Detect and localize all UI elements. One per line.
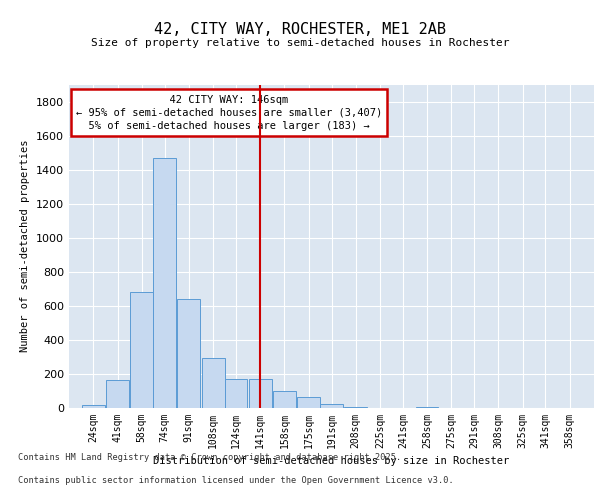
Bar (153, 158, 176, 408)
Text: Contains public sector information licensed under the Open Government Licence v3: Contains public sector information licen… (18, 476, 454, 485)
Bar (344, 406, 367, 408)
Text: Size of property relative to semi-detached houses in Rochester: Size of property relative to semi-detach… (91, 38, 509, 48)
Bar (202, 358, 224, 408)
Bar (224, 378, 247, 408)
Y-axis label: Number of semi-detached properties: Number of semi-detached properties (20, 140, 31, 352)
Bar (416, 406, 439, 408)
Text: 42, CITY WAY, ROCHESTER, ME1 2AB: 42, CITY WAY, ROCHESTER, ME1 2AB (154, 22, 446, 38)
Text: Contains HM Land Registry data © Crown copyright and database right 2025.: Contains HM Land Registry data © Crown c… (18, 454, 401, 462)
Bar (249, 378, 272, 408)
X-axis label: Distribution of semi-detached houses by size in Rochester: Distribution of semi-detached houses by … (154, 456, 509, 466)
Bar (297, 398, 320, 407)
Bar (130, 292, 153, 408)
Bar (178, 299, 200, 408)
Bar (82, 405, 104, 407)
Text: 42 CITY WAY: 146sqm  
← 95% of semi-detached houses are smaller (3,407)
  5% of : 42 CITY WAY: 146sqm ← 95% of semi-detach… (76, 94, 382, 131)
Bar (106, 380, 129, 407)
Bar (273, 390, 296, 407)
Bar (320, 404, 343, 407)
